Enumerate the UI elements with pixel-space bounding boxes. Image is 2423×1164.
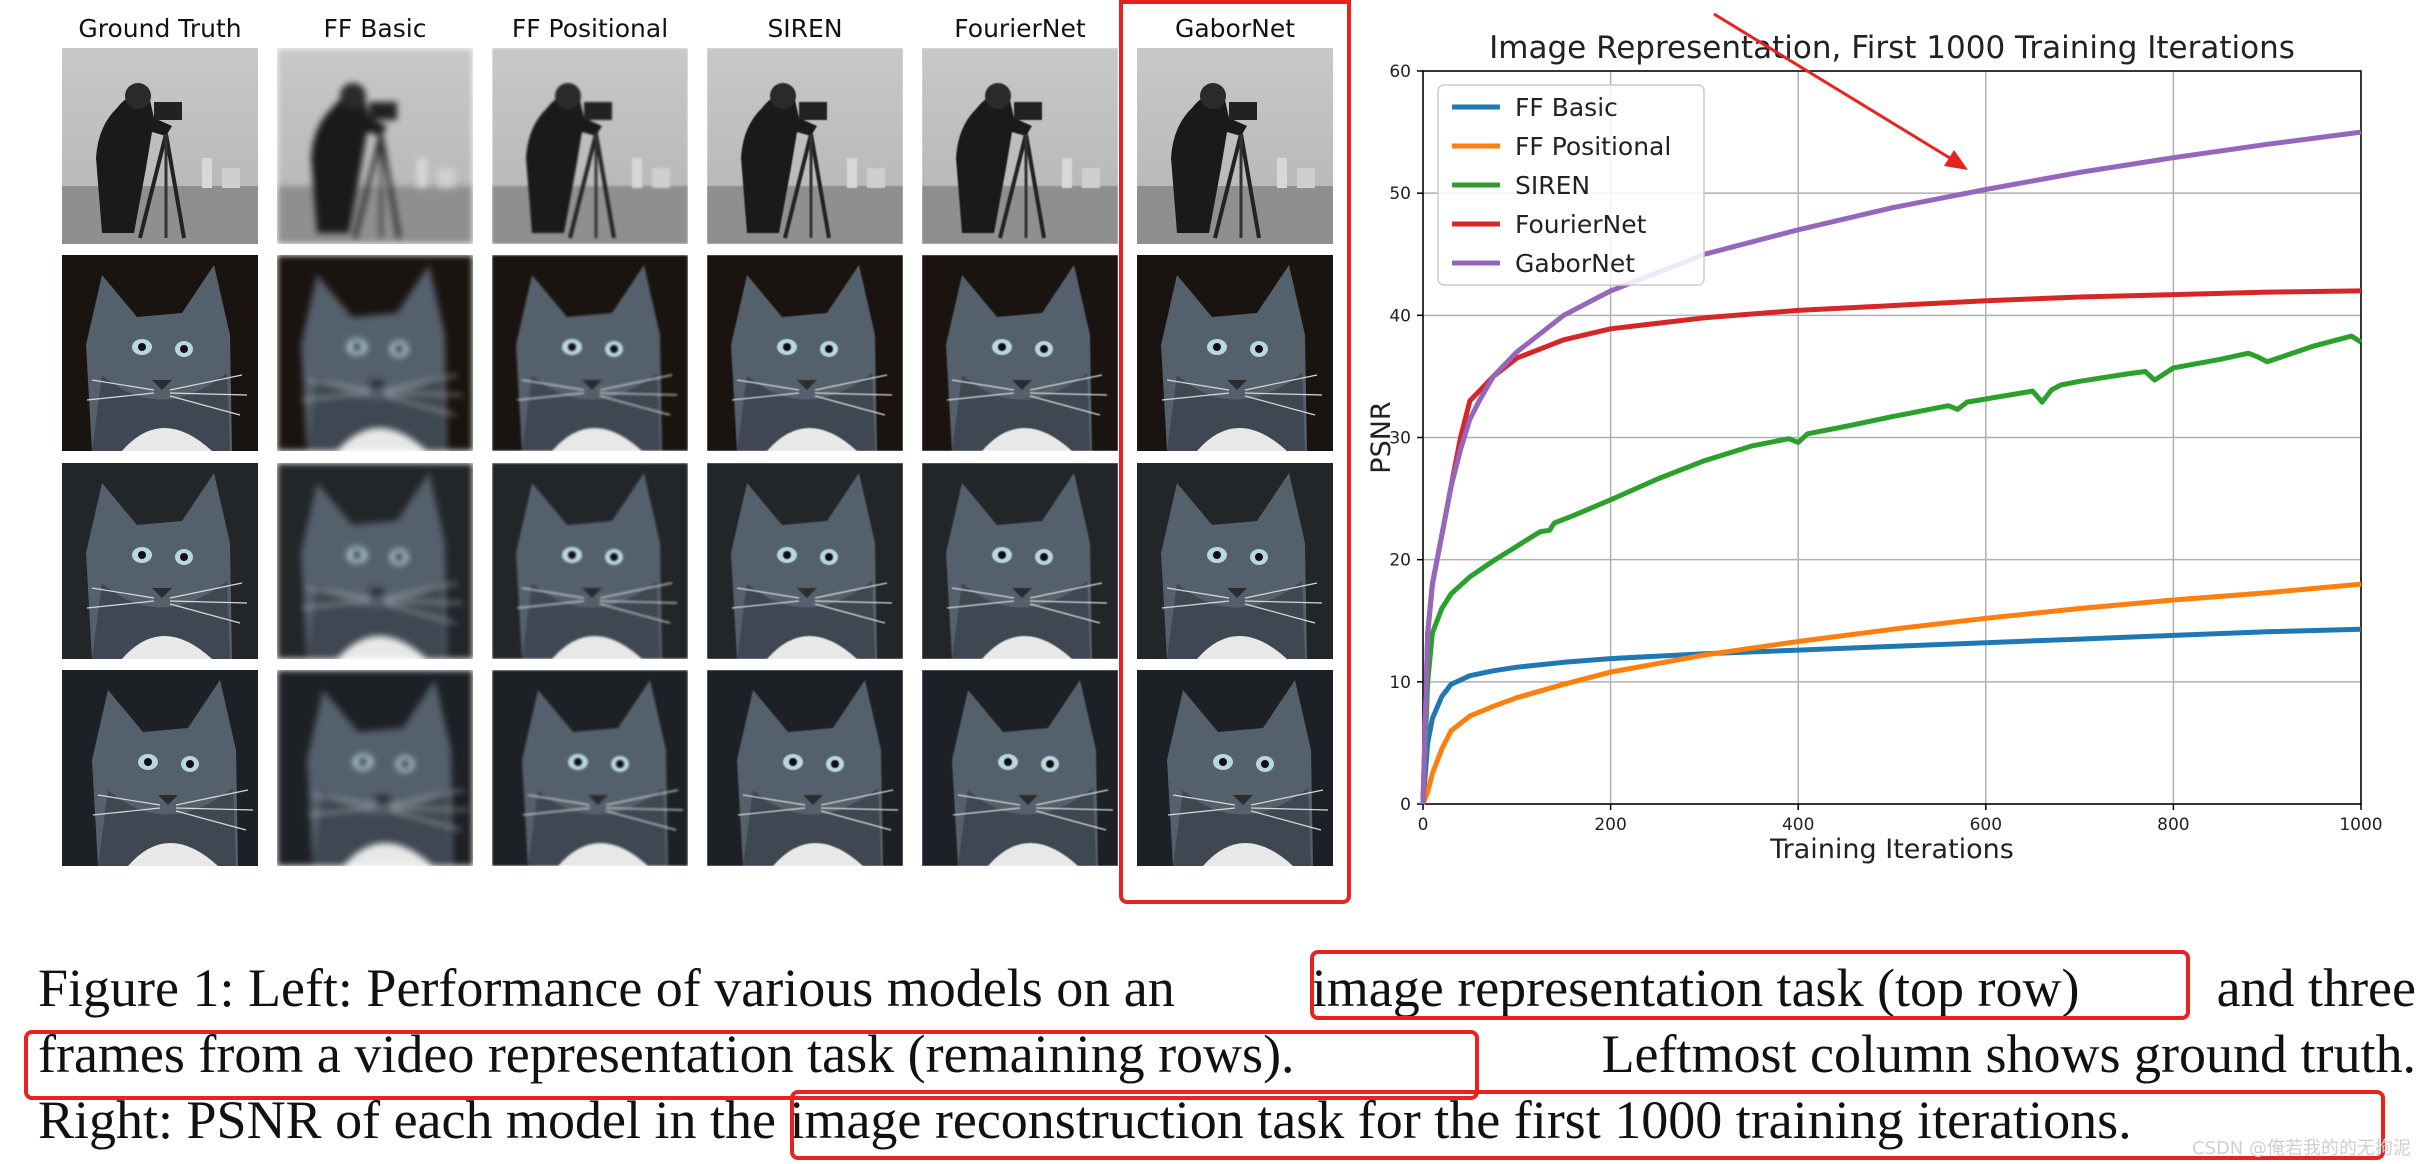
legend-label: FF Positional: [1515, 132, 1671, 161]
y-axis-label: PSNR: [1366, 401, 1397, 473]
series-line-ff-positional: [1420, 581, 2362, 805]
image-tile-r3-c5: [1137, 670, 1333, 866]
image-tile-r1-c5: [1137, 255, 1333, 451]
caption-line1-a: Figure 1: Left: Performance of various m…: [38, 958, 1175, 1018]
column-label-ground-truth: Ground Truth: [78, 14, 242, 43]
x-tick-label: 600: [1970, 815, 2002, 835]
caption-line-2: frames from a video representation task …: [38, 1021, 2416, 1087]
image-tile-r2-c4: [922, 463, 1118, 659]
caption-line2-b: Leftmost column shows ground truth.: [1601, 1024, 2416, 1084]
y-tick-label: 40: [1389, 306, 1411, 326]
image-tile-r2-c5: [1137, 463, 1333, 659]
series-line-fouriernet: [1420, 288, 2362, 805]
x-tick-label: 800: [2157, 815, 2189, 835]
y-tick-label: 50: [1389, 184, 1411, 204]
image-tile-r3-c2: [492, 670, 688, 866]
image-tile-r3-c3: [707, 670, 903, 866]
image-tile-r1-c3: [707, 255, 903, 451]
image-tile-r0-c4: [922, 48, 1118, 244]
caption-line3-a: Right: PSNR of each model in t: [38, 1090, 725, 1150]
y-tick-label: 20: [1389, 551, 1411, 571]
column-label-siren: SIREN: [767, 14, 843, 43]
x-axis-label: Training Iterations: [1769, 834, 2014, 865]
legend-label: FourierNet: [1515, 210, 1647, 239]
legend-label: FF Basic: [1515, 93, 1618, 122]
x-tick-label: 1000: [2339, 815, 2382, 835]
x-tick-label: 400: [1782, 815, 1814, 835]
caption-line3-b: he image reconstruction task for the fir…: [724, 1090, 2132, 1150]
image-tile-r1-c2: [492, 255, 688, 451]
y-tick-label: 10: [1389, 673, 1411, 693]
image-tile-r3-c0: [62, 670, 258, 866]
legend-box: [1437, 84, 1705, 286]
series-line-ff-basic: [1420, 626, 2362, 805]
annotation-arrow-head: [1944, 150, 1968, 170]
caption-line2-a: frames from a video representation task …: [38, 1024, 1295, 1084]
image-tile-r3-c4: [922, 670, 1118, 866]
caption-highlight-top-row: [1310, 950, 2190, 1020]
column-label-ff-basic: FF Basic: [323, 14, 427, 43]
chart-svg: 0 200 400 600 800 1000 0 10 20 30 40 50 60 Image Repr…: [1366, 12, 2383, 865]
series-line-gabornet: [1420, 129, 2362, 805]
series-line-siren: [1420, 333, 2363, 805]
image-grid: Ground Truth FF Basic FF Positional SIRE…: [0, 0, 1360, 904]
chart-title: Image Representation, First 1000 Trainin…: [1489, 30, 2295, 66]
x-tick-label: 0: [1418, 815, 1429, 835]
image-tile-r1-c1: [277, 255, 473, 451]
image-tile-r2-c0: [62, 463, 258, 659]
image-tile-r1-c0: [62, 255, 258, 451]
caption-highlight-remaining-rows: [24, 1030, 1479, 1100]
image-tile-r0-c5: [1137, 48, 1333, 244]
image-tile-r0-c1: [277, 48, 473, 244]
caption-highlight-psnr: [790, 1090, 2385, 1160]
column-label-fouriernet: FourierNet: [954, 14, 1086, 43]
caption-line1-c: and three: [2216, 958, 2416, 1018]
caption-line-1: Figure 1: Left: Performance of various m…: [38, 955, 2416, 1021]
y-tick-label: 60: [1389, 62, 1411, 82]
image-tile-r2-c2: [492, 463, 688, 659]
image-tile-r0-c2: [492, 48, 688, 244]
column-label-gabornet: GaborNet: [1174, 14, 1296, 43]
image-tile-r1-c4: [922, 255, 1118, 451]
x-tick-label: 200: [1594, 815, 1626, 835]
image-tile-r2-c3: [707, 463, 903, 659]
caption-line-3: Right: PSNR of each model in the image r…: [38, 1087, 2132, 1153]
caption-line1-b: image representation task (top row): [1311, 958, 2080, 1018]
image-tile-r0-c3: [707, 48, 903, 244]
image-tile-r0-c0: [62, 48, 258, 244]
image-tile-r2-c1: [277, 463, 473, 659]
image-tile-r3-c1: [277, 670, 473, 866]
legend-label: SIREN: [1515, 171, 1590, 200]
gabornet-highlight-top: [1119, 0, 1351, 4]
column-label-ff-positional: FF Positional: [511, 14, 669, 43]
watermark: CSDN @俺若我的的无拘泥: [2191, 1138, 2411, 1159]
annotation-arrow-line: [1713, 12, 1959, 165]
y-tick-label: 0: [1400, 795, 1411, 815]
legend-label: GaborNet: [1515, 249, 1635, 278]
psnr-chart: 0 200 400 600 800 1000 0 10 20 30 40 50 60 Image Repr…: [1360, 0, 2423, 900]
gabornet-column-highlight: [1119, 0, 1351, 904]
y-tick-label: 30: [1389, 429, 1411, 449]
